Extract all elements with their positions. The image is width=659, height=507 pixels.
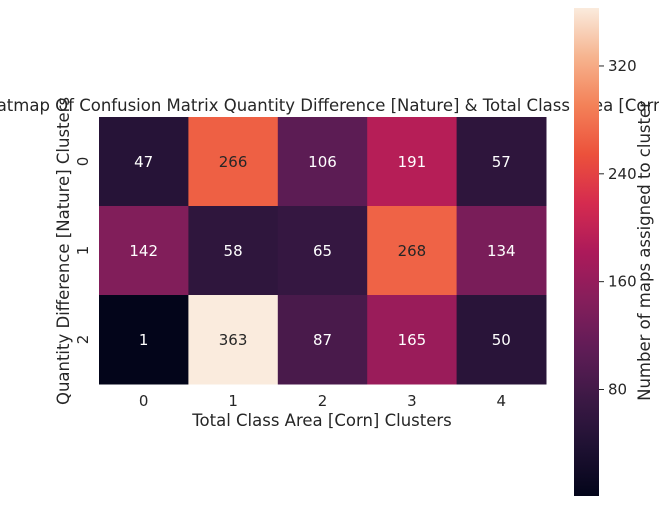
heatmap-cell [188,206,279,296]
cell-value-label: 191 [398,153,427,171]
y-tick-label: 0 [74,157,92,167]
cell-value-label: 106 [308,153,337,171]
cell-value-label: 87 [313,331,332,349]
heatmap-cell [99,206,189,296]
y-tick-label: 1 [74,246,92,256]
heatmap-cell [277,117,368,207]
y-axis-label: Quantity Difference [Nature] Clusters [54,97,73,405]
heatmap-cell [367,117,458,207]
colorbar-label: Number of maps assigned to cluster [635,101,654,401]
cell-value-label: 266 [219,153,248,171]
colorbar-tick-label: 80 [608,381,627,399]
cell-value-label: 363 [219,331,248,349]
colorbar-tick-label: 240 [608,165,637,183]
heatmap-cell [456,117,547,207]
heatmap-cell [99,295,189,385]
x-tick-labels: 0 1 2 3 4 [139,392,506,410]
cell-value-label: 47 [134,153,153,171]
colorbar: 80 160 240 320 [574,8,637,496]
y-tick-labels: 0 1 2 [74,157,92,345]
heatmap-cell [99,117,189,207]
heatmap-cell [456,295,547,385]
cell-value-label: 134 [487,242,516,260]
cell-value-label: 58 [224,242,243,260]
cell-value-label: 268 [398,242,427,260]
colorbar-tick-label: 160 [608,273,637,291]
heatmap-cell [367,206,458,296]
heatmap-cells: 47 266 106 191 57 142 58 65 268 134 1 363 87 165 50 [99,117,547,385]
cell-value-label: 1 [139,331,149,349]
x-tick-label: 0 [139,392,149,410]
colorbar-gradient [574,8,599,496]
cell-value-label: 142 [129,242,158,260]
heatmap-cell [188,117,279,207]
cell-value-label: 65 [313,242,332,260]
x-tick-label: 2 [318,392,328,410]
x-tick-label: 3 [407,392,417,410]
heatmap-cell [188,295,279,385]
cell-value-label: 57 [492,153,511,171]
x-tick-label: 1 [228,392,238,410]
heatmap-cell [456,206,547,296]
heatmap-cell [277,206,368,296]
chart-title: Heatmap Of Confusion Matrix Quantity Dif… [0,96,659,115]
x-tick-label: 4 [497,392,507,410]
heatmap-cell [277,295,368,385]
colorbar-tick-label: 320 [608,57,637,75]
cell-value-label: 50 [492,331,511,349]
cell-value-label: 165 [398,331,427,349]
x-axis-label: Total Class Area [Corn] Clusters [191,411,452,430]
heatmap-cell [367,295,458,385]
y-tick-label: 2 [74,335,92,345]
